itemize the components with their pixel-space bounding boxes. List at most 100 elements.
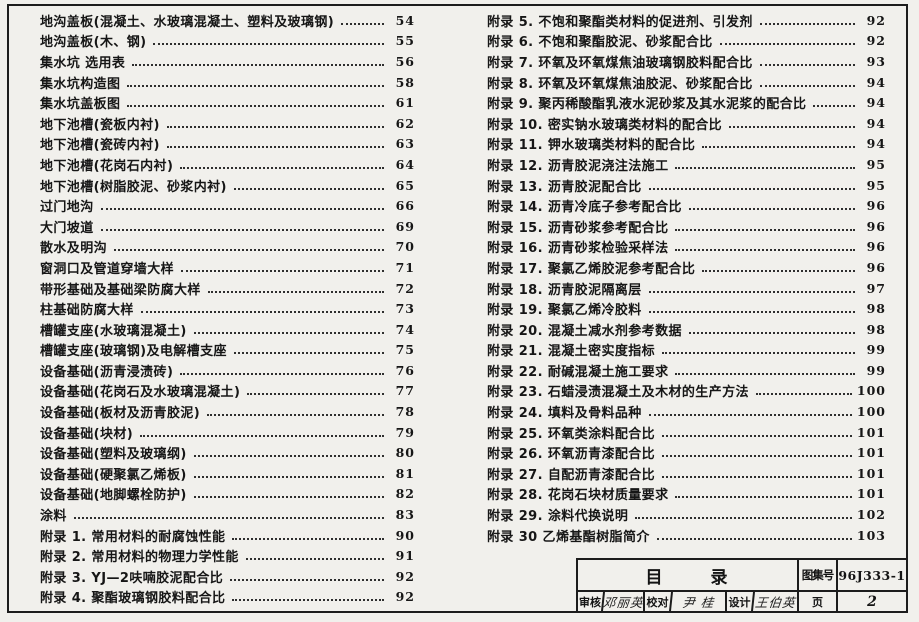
toc-entry-title: 附录 4. 聚酯玻璃钢胶料配合比 [40, 591, 226, 607]
dot-leader [702, 139, 855, 149]
toc-entry: 附录 2. 常用材料的物理力学性能 91 [40, 545, 415, 566]
toc-entry: 附录 24. 填料及骨料品种 100 [487, 401, 886, 422]
toc-entry-page-number: 78 [395, 404, 415, 420]
toc-entry-page-number: 92 [395, 589, 415, 605]
toc-entry-page-number: 99 [866, 342, 886, 358]
dot-leader [127, 78, 384, 87]
toc-entry: 设备基础(块材) 79 [40, 422, 415, 443]
dot-leader [153, 36, 384, 46]
toc-entry-page-number: 90 [395, 527, 415, 543]
dot-leader [729, 119, 855, 128]
title-block-bottom-row: 审核 邓丽英 校对 尹 桂 设计 王伯英 页 2 [578, 592, 906, 611]
dot-leader [140, 428, 384, 437]
toc-entry: 附录 6. 不饱和聚酯胶泥、砂浆配合比 92 [487, 31, 886, 52]
toc-entry-page-number: 76 [395, 362, 415, 378]
toc-entry-page-number: 56 [395, 53, 415, 69]
toc-entry-page-number: 101 [856, 486, 886, 502]
toc-entry-page-number: 99 [866, 362, 886, 378]
dot-leader [648, 181, 855, 190]
toc-entry-title: 附录 10. 密实钠水玻璃类材料的配合比 [487, 117, 723, 133]
toc-entry-title: 附录 5. 不饱和聚酯类材料的促进剂、引发剂 [487, 14, 753, 30]
toc-entry: 附录 26. 环氧沥青漆配合比 101 [487, 442, 886, 463]
dot-leader [207, 407, 384, 417]
toc-entry-title: 附录 6. 不饱和聚酯胶泥、砂浆配合比 [487, 35, 713, 51]
toc-entry: 附录 20. 混凝土减水剂参考数据 98 [487, 319, 886, 340]
dot-leader [719, 36, 855, 46]
toc-entry-title: 地沟盖板(木、钢) [40, 35, 147, 51]
toc-entry-page-number: 75 [395, 342, 415, 358]
toc-entry-page-number: 80 [395, 445, 415, 461]
toc-entry-title: 附录 28. 花岗石块材质量要求 [487, 488, 669, 504]
dot-leader [648, 284, 855, 293]
dot-leader [662, 428, 852, 437]
toc-entry: 集水坑构造图 58 [40, 72, 415, 93]
toc-entry-title: 窗洞口及管道穿墙大样 [40, 261, 175, 277]
page-number-value: 2 [836, 592, 906, 611]
dot-leader [193, 325, 384, 334]
toc-entry: 柱基础防腐大样 73 [40, 298, 415, 319]
atlas-number-label: 图集号 [797, 560, 836, 590]
toc-entry-page-number: 72 [395, 280, 415, 296]
toc-entry: 地下池槽(花岗石内衬) 64 [40, 154, 415, 175]
check-label: 校对 [643, 592, 670, 611]
toc-entry-title: 附录 27. 自配沥青漆配合比 [487, 467, 656, 483]
toc-entry-title: 附录 17. 聚氯乙烯胶泥参考配合比 [487, 261, 696, 277]
toc-entry-title: 附录 30 乙烯基酯树脂简介 [487, 529, 650, 545]
toc-entry: 涂料 83 [40, 504, 415, 525]
toc-entry: 地下池槽(树脂胶泥、砂浆内衬) 65 [40, 175, 415, 196]
dot-leader [181, 263, 384, 272]
dot-leader [675, 242, 855, 252]
title-block-top-row: 目 录 图集号 96J333-1 [578, 560, 906, 592]
dot-leader [166, 139, 384, 149]
toc-entry-page-number: 66 [395, 198, 415, 214]
toc-entry: 地沟盖板(混凝土、水玻璃混凝土、塑料及玻璃钢) 54 [40, 10, 415, 31]
toc-entry-page-number: 83 [395, 507, 415, 523]
toc-entry-page-number: 96 [866, 218, 886, 234]
toc-entry-title: 附录 12. 沥青胶泥浇注法施工 [487, 158, 669, 174]
dot-leader [648, 304, 855, 314]
toc-entry-page-number: 93 [866, 53, 886, 69]
toc-entry-title: 附录 21. 混凝土密实度指标 [487, 344, 656, 360]
page-border-frame [7, 4, 908, 613]
toc-entry-title: 附录 18. 沥青胶泥隔离层 [487, 282, 642, 298]
toc-entry: 附录 23. 石蜡浸渍混凝土及木材的生产方法 100 [487, 381, 886, 402]
dot-leader [675, 222, 855, 231]
dot-leader [100, 222, 384, 231]
toc-entry: 带形基础及基础梁防腐大样 72 [40, 278, 415, 299]
toc-entry-title: 地沟盖板(混凝土、水玻璃混凝土、塑料及玻璃钢) [40, 14, 335, 30]
toc-entry-page-number: 92 [395, 568, 415, 584]
toc-entry-page-number: 101 [856, 445, 886, 461]
dot-leader [702, 263, 855, 272]
toc-entry-title: 附录 26. 环氧沥青漆配合比 [487, 447, 656, 463]
toc-entry-title: 附录 7. 环氧及环氧煤焦油玻璃钢胶料配合比 [487, 55, 753, 71]
toc-entry-page-number: 79 [395, 424, 415, 440]
reviewer-signature: 邓丽英 [601, 592, 644, 611]
toc-entry-page-number: 100 [856, 404, 886, 420]
toc-entry-title: 设备基础(沥青浸渍砖) [40, 364, 174, 380]
toc-entry-title: 附录 15. 沥青砂浆参考配合比 [487, 220, 669, 236]
toc-entry-title: 设备基础(块材) [40, 426, 134, 442]
dot-leader [759, 16, 855, 25]
toc-entry: 附录 28. 花岗石块材质量要求 101 [487, 484, 886, 505]
dot-leader [232, 531, 384, 540]
toc-entry-title: 附录 2. 常用材料的物理力学性能 [40, 550, 239, 566]
toc-entry-title: 地下池槽(瓷板内衬) [40, 117, 160, 133]
toc-entry-title: 集水坑 选用表 [40, 55, 126, 71]
toc-entry-page-number: 100 [856, 383, 886, 399]
toc-entry-title: 附录 16. 沥青砂浆检验采样法 [487, 241, 669, 257]
dot-leader [100, 201, 384, 211]
toc-entry-title: 设备基础(板材及沥青胶泥) [40, 406, 201, 422]
toc-entry: 附录 19. 聚氯乙烯冷胶料 98 [487, 298, 886, 319]
design-label: 设计 [725, 592, 752, 611]
toc-entry: 附录 1. 常用材料的耐腐蚀性能 90 [40, 525, 415, 546]
dot-leader [193, 489, 384, 499]
toc-entry: 设备基础(板材及沥青胶泥) 78 [40, 401, 415, 422]
toc-entry-title: 设备基础(花岗石及水玻璃混凝土) [40, 385, 241, 401]
dot-leader [688, 201, 855, 211]
dot-leader [166, 119, 384, 128]
dot-leader [675, 366, 855, 375]
toc-entry-title: 设备基础(塑料及玻璃纲) [40, 447, 187, 463]
toc-entry-title: 附录 1. 常用材料的耐腐蚀性能 [40, 529, 226, 545]
toc-entry-page-number: 101 [856, 424, 886, 440]
dot-leader [73, 510, 384, 520]
